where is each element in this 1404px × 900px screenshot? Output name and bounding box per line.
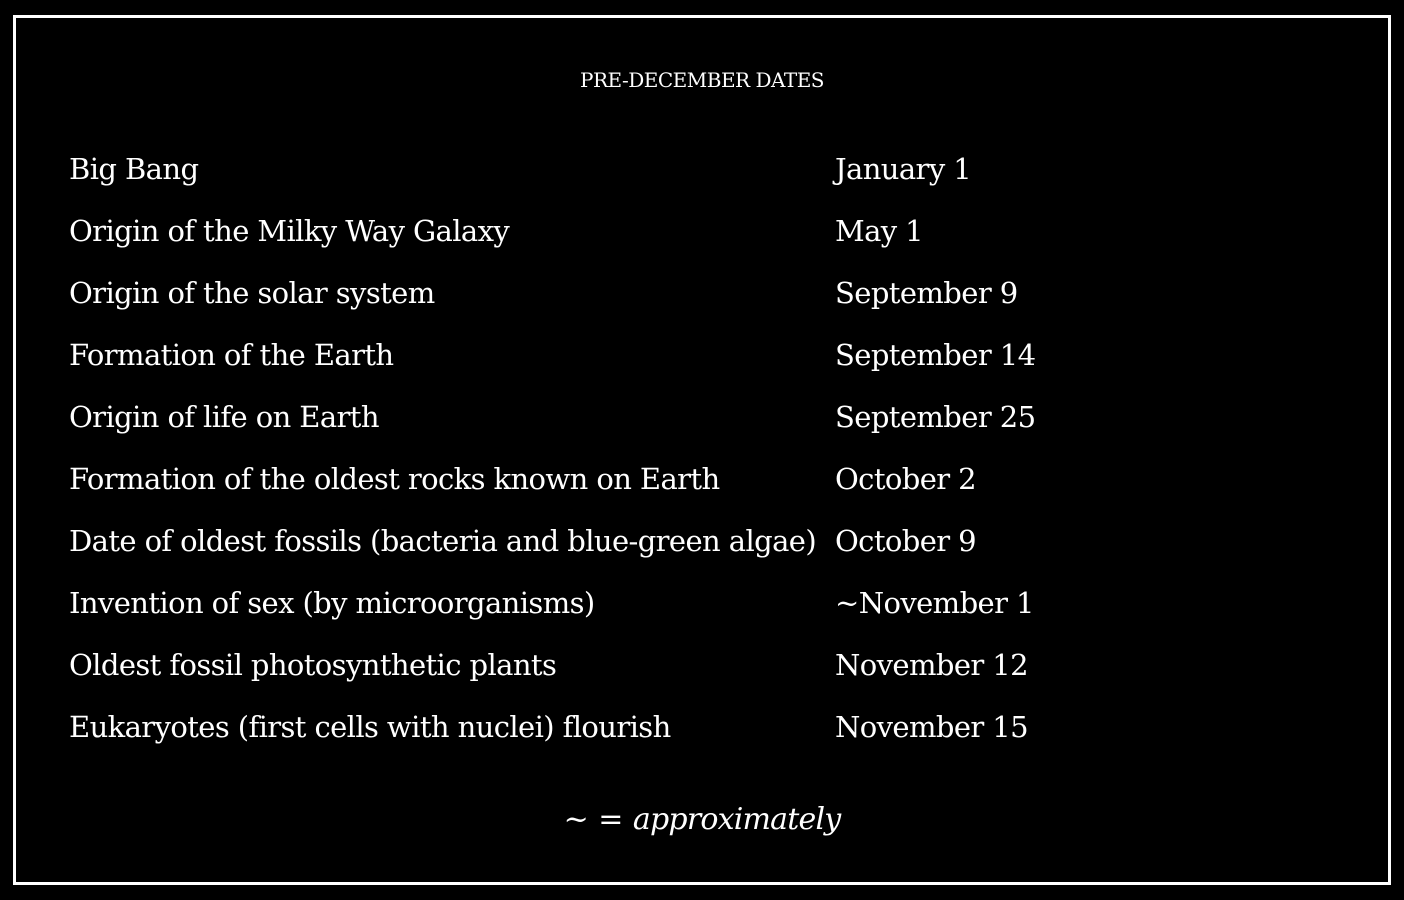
event-date: November 12 bbox=[835, 648, 1029, 682]
event-date: October 2 bbox=[835, 462, 977, 496]
event-label: Origin of the Milky Way Galaxy bbox=[69, 214, 510, 248]
event-label: Origin of the solar system bbox=[69, 276, 435, 310]
event-label: Big Bang bbox=[69, 152, 199, 186]
event-date: September 25 bbox=[835, 400, 1036, 434]
footnote-symbol: ~ = bbox=[563, 802, 624, 837]
event-label: Formation of the oldest rocks known on E… bbox=[69, 462, 720, 496]
event-date: January 1 bbox=[835, 152, 972, 186]
event-label: Oldest fossil photosynthetic plants bbox=[69, 648, 557, 682]
event-date: September 9 bbox=[835, 276, 1018, 310]
footnote-meaning: approximately bbox=[632, 802, 841, 837]
event-label: Formation of the Earth bbox=[69, 338, 394, 372]
event-date: October 9 bbox=[835, 524, 977, 558]
slide-border bbox=[13, 15, 1391, 885]
event-date: ~November 1 bbox=[835, 586, 1034, 620]
footnote: ~ = approximately bbox=[0, 802, 1404, 837]
event-date: May 1 bbox=[835, 214, 924, 248]
event-label: Date of oldest fossils (bacteria and blu… bbox=[69, 524, 817, 558]
slide-title: PRE-DECEMBER DATES bbox=[580, 68, 825, 92]
event-label: Invention of sex (by microorganisms) bbox=[69, 586, 595, 620]
event-date: November 15 bbox=[835, 710, 1029, 744]
event-label: Origin of life on Earth bbox=[69, 400, 380, 434]
event-date: September 14 bbox=[835, 338, 1036, 372]
event-label: Eukaryotes (first cells with nuclei) flo… bbox=[69, 710, 671, 744]
